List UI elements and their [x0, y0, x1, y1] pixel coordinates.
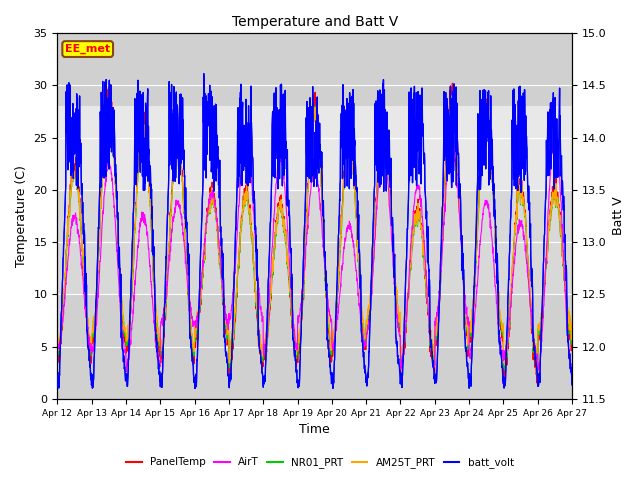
Bar	[58, 190, 572, 294]
Bar	[58, 106, 572, 190]
Y-axis label: Temperature (C): Temperature (C)	[15, 165, 28, 267]
X-axis label: Time: Time	[300, 423, 330, 436]
Text: EE_met: EE_met	[65, 44, 110, 54]
Y-axis label: Batt V: Batt V	[612, 197, 625, 235]
Legend: PanelTemp, AirT, NR01_PRT, AM25T_PRT, batt_volt: PanelTemp, AirT, NR01_PRT, AM25T_PRT, ba…	[122, 453, 518, 472]
Title: Temperature and Batt V: Temperature and Batt V	[232, 15, 398, 29]
